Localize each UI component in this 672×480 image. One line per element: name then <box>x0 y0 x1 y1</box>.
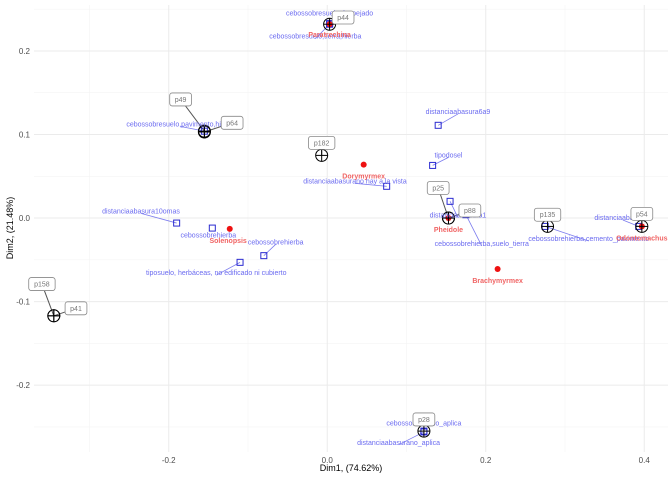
site-label-box <box>308 135 336 150</box>
variable-connector <box>180 126 205 132</box>
variable-connector <box>398 431 425 446</box>
species-label: Brachymyrmex <box>472 278 523 285</box>
variable-label: tiposuelo, herbáceas, no edificado ni cu… <box>146 270 287 277</box>
y-tick-label: 0.1 <box>19 131 31 140</box>
variable-label: tipodosel <box>434 152 462 159</box>
site-label-box <box>64 301 88 316</box>
variable-label: distanciaabasura3 <box>594 215 651 222</box>
variable-label: distanciaabasurano hay a la vista <box>303 178 407 185</box>
site-label: p41 <box>70 306 82 313</box>
site-label: p88 <box>464 208 476 215</box>
species-label: Solenopsis <box>209 238 246 245</box>
site-label: p44 <box>337 15 349 22</box>
site-label-box <box>28 277 56 291</box>
y-tick-label: -0.1 <box>16 298 30 307</box>
variable-label: distanciaabasura10omas <box>102 208 180 215</box>
site-label-box <box>220 115 244 130</box>
variable-connector <box>354 182 387 187</box>
variable-label: cebossobrehierba <box>248 239 304 246</box>
site-label-box <box>533 207 562 222</box>
variable-label: cebossobrehierba,cemento_pavimento <box>528 236 649 243</box>
x-tick-label: -0.2 <box>162 456 176 465</box>
variable-point <box>208 224 216 232</box>
variable-connector <box>545 226 589 242</box>
site-label-box <box>426 181 450 195</box>
y-tick-label: 0.2 <box>19 47 31 56</box>
point-labels: cebossobresuelo,despejado cebossobresuelo… <box>28 10 668 447</box>
site-label: p49 <box>175 97 187 104</box>
variable-point <box>173 219 181 227</box>
y-tick-label: 0.0 <box>19 214 31 223</box>
variable-point <box>434 121 442 129</box>
site-label: p182 <box>314 140 330 147</box>
x-tick-label: 0.4 <box>639 456 651 465</box>
axis-ticks: -0.2 0.0 0.2 0.4 -0.2 -0.1 0.0 0.1 0.2 <box>16 47 650 465</box>
variable-point <box>236 258 244 266</box>
variable-point <box>429 161 437 169</box>
variable-connector <box>216 261 241 276</box>
variable-label: distanciaabasura6a9 <box>426 109 491 116</box>
variable-point <box>260 252 268 260</box>
site-label: p25 <box>432 185 444 192</box>
x-tick-label: 0.0 <box>322 456 334 465</box>
species-label: Paratrechina <box>308 32 351 39</box>
site-label: p135 <box>540 212 556 219</box>
species-point <box>494 266 501 273</box>
site-label: p28 <box>418 417 430 424</box>
site-label-box <box>412 412 436 427</box>
y-tick-label: -0.2 <box>16 381 30 390</box>
variable-label: cebossobresuelo,despejado <box>286 10 373 17</box>
species-label: Odontomachus <box>616 235 667 242</box>
variable-connector <box>140 212 177 224</box>
variable-label: cebossobresuelo,tierra,hierba <box>269 34 361 41</box>
variable-connector <box>465 214 483 247</box>
x-axis-title: Dim1, (74.62%) <box>320 463 383 473</box>
species-point <box>226 225 233 232</box>
site-label: p158 <box>34 282 50 289</box>
variable-point <box>383 182 391 190</box>
site-label: p64 <box>226 120 238 127</box>
variable-connector <box>263 243 276 256</box>
variable-label: cebossobrehierba,suelo_tierra <box>435 241 529 248</box>
variable-label: distanciaabasura1 <box>430 213 487 220</box>
grid-lines <box>34 5 668 452</box>
variable-label: distanciaabasurano_aplica <box>357 440 440 447</box>
x-tick-label: 0.2 <box>480 456 492 465</box>
site-label-box <box>331 10 355 25</box>
variable-point <box>446 197 454 205</box>
site-label: p54 <box>636 211 648 218</box>
variable-label: cebossobrehierba <box>181 233 237 240</box>
species-point <box>360 161 367 168</box>
site-label-box <box>458 203 482 218</box>
site-label-box <box>630 206 654 221</box>
species-label: Pheidole <box>434 227 463 234</box>
variable-label: cebossobresuelo,pavimento,hierba <box>126 121 235 128</box>
species-label: Dorymyrmex <box>342 173 385 180</box>
site-label-box <box>169 92 192 107</box>
y-axis-title: Dim2, (21.48%) <box>5 197 15 260</box>
